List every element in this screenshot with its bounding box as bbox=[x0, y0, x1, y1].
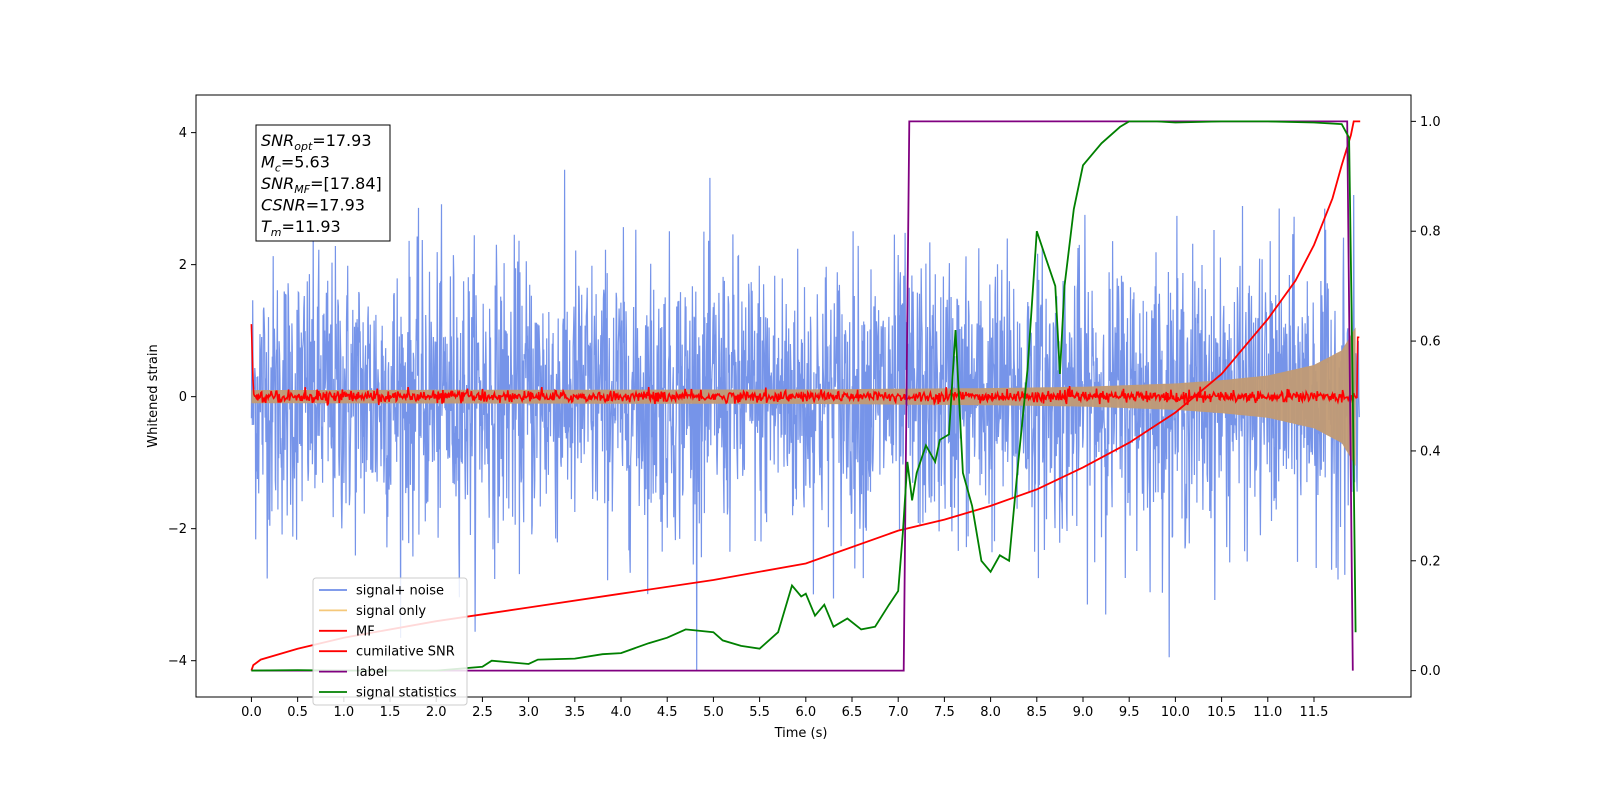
legend-frame bbox=[312, 577, 468, 706]
legend-label: signal+ noise bbox=[356, 584, 444, 599]
x-tick-label: 10.0 bbox=[1161, 705, 1190, 720]
y2-tick-label: 0.4 bbox=[1420, 444, 1441, 459]
x-tick-label: 10.5 bbox=[1207, 705, 1236, 720]
y-tick-label: 0 bbox=[179, 390, 187, 405]
y-axis-label: Whitened strain bbox=[146, 344, 161, 447]
x-tick-label: 5.0 bbox=[703, 705, 724, 720]
x-tick-label: 0.0 bbox=[241, 705, 262, 720]
x-tick-label: 7.0 bbox=[888, 705, 909, 720]
x-tick-label: 9.5 bbox=[1119, 705, 1140, 720]
annotation-line: CSNR=17.93 bbox=[261, 196, 365, 215]
y-axis-left: −4 −2 0 2 4 bbox=[168, 126, 196, 669]
legend-label: label bbox=[356, 665, 387, 680]
x-axis: 0.0 0.5 1.0 1.5 2.0 2.5 3.0 3.5 4.0 4.5 5.0 5.5 6.0 6… bbox=[241, 697, 1328, 720]
annotation-line: SNRopt=17.93 bbox=[261, 131, 372, 153]
x-tick-label: 2.0 bbox=[426, 705, 447, 720]
y2-tick-label: 1.0 bbox=[1420, 115, 1441, 130]
plot-frame bbox=[195, 94, 1412, 698]
series-mf bbox=[250, 324, 1360, 407]
y-tick-label: 4 bbox=[179, 126, 187, 141]
legend: signal+ noise signal only MF cumilative SNR… bbox=[312, 577, 468, 706]
y-tick-label: −4 bbox=[168, 654, 187, 669]
y-axis-right: 0.0 0.2 0.4 0.6 0.8 1.0 bbox=[1411, 115, 1441, 679]
x-tick-label: 1.5 bbox=[380, 705, 401, 720]
x-tick-label: 0.5 bbox=[287, 705, 308, 720]
x-axis-label: Time (s) bbox=[774, 726, 828, 741]
y-tick-label: 2 bbox=[179, 258, 187, 273]
x-tick-label: 8.5 bbox=[1026, 705, 1047, 720]
x-tick-label: 8.0 bbox=[980, 705, 1001, 720]
y2-tick-label: 0.6 bbox=[1420, 335, 1441, 350]
y2-tick-label: 0.8 bbox=[1420, 225, 1441, 240]
x-tick-label: 3.5 bbox=[564, 705, 585, 720]
x-tick-label: 2.5 bbox=[472, 705, 493, 720]
annotation-line: SNRMF=[17.84] bbox=[261, 174, 382, 196]
x-tick-label: 1.0 bbox=[333, 705, 354, 720]
x-tick-label: 3.0 bbox=[518, 705, 539, 720]
annotation-line: Tm=11.93 bbox=[261, 217, 341, 239]
legend-label: signal only bbox=[356, 604, 426, 619]
x-tick-label: 9.0 bbox=[1073, 705, 1094, 720]
legend-label: cumilative SNR bbox=[356, 645, 455, 660]
y2-tick-label: 0.0 bbox=[1420, 664, 1441, 679]
x-tick-label: 4.5 bbox=[657, 705, 678, 720]
x-tick-label: 6.0 bbox=[795, 705, 816, 720]
legend-label: MF bbox=[356, 624, 375, 639]
x-tick-label: 11.5 bbox=[1300, 705, 1329, 720]
annotation-box: SNRopt=17.93Mc=5.63SNRMF=[17.84]CSNR=17.… bbox=[255, 124, 391, 242]
series-signal-statistics bbox=[251, 120, 1357, 672]
x-tick-label: 4.0 bbox=[611, 705, 632, 720]
x-tick-label: 5.5 bbox=[749, 705, 770, 720]
annotation-frame bbox=[255, 124, 391, 242]
x-tick-label: 11.0 bbox=[1253, 705, 1282, 720]
x-tick-label: 6.5 bbox=[842, 705, 863, 720]
x-tick-label: 7.5 bbox=[934, 705, 955, 720]
series-signal-plus-noise bbox=[250, 169, 1360, 671]
y-tick-label: −2 bbox=[168, 522, 187, 537]
annotation-line: Mc=5.63 bbox=[261, 153, 330, 175]
legend-label: signal statistics bbox=[356, 686, 457, 701]
series-label bbox=[251, 120, 1354, 672]
y2-tick-label: 0.2 bbox=[1420, 554, 1441, 569]
